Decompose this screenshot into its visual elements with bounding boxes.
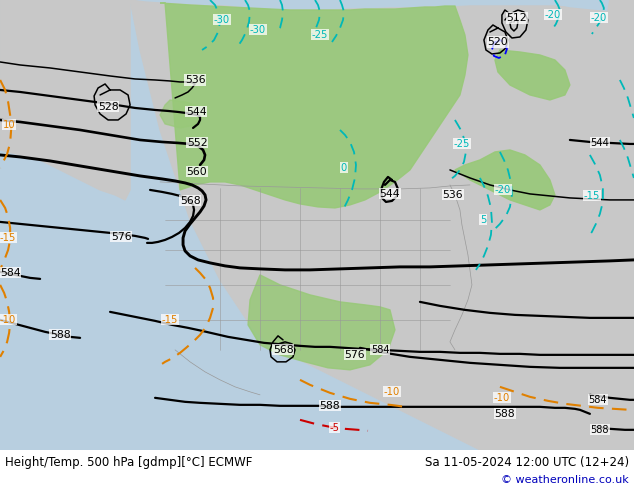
Text: Height/Temp. 500 hPa [gdmp][°C] ECMWF: Height/Temp. 500 hPa [gdmp][°C] ECMWF	[5, 456, 252, 469]
Polygon shape	[160, 100, 200, 128]
Text: 0: 0	[341, 163, 347, 173]
Text: -10: -10	[384, 387, 400, 397]
Text: -20: -20	[591, 13, 607, 23]
Text: © weatheronline.co.uk: © weatheronline.co.uk	[501, 475, 629, 485]
Text: 560: 560	[186, 167, 207, 177]
Polygon shape	[160, 3, 468, 208]
Polygon shape	[0, 0, 130, 200]
Polygon shape	[248, 275, 395, 370]
Text: -5: -5	[330, 423, 340, 433]
Text: 576: 576	[345, 350, 365, 360]
Text: 536: 536	[184, 75, 205, 85]
Text: 10: 10	[3, 120, 15, 130]
Polygon shape	[495, 50, 570, 100]
Text: -30: -30	[214, 15, 230, 25]
Text: 544: 544	[380, 189, 400, 199]
Polygon shape	[130, 0, 634, 450]
Polygon shape	[455, 150, 555, 210]
Text: -15: -15	[584, 191, 600, 201]
Text: 588: 588	[591, 425, 609, 435]
Text: -25: -25	[312, 30, 328, 40]
Text: 588: 588	[320, 401, 340, 411]
Text: -15: -15	[0, 233, 16, 243]
Text: 576: 576	[111, 232, 131, 242]
Text: 5: 5	[480, 215, 486, 225]
Text: 512: 512	[507, 13, 527, 23]
Text: -30: -30	[250, 25, 266, 35]
Text: 584: 584	[588, 395, 607, 405]
Polygon shape	[540, 30, 620, 75]
Text: 536: 536	[443, 190, 463, 200]
Text: -25: -25	[454, 139, 470, 149]
Text: 568: 568	[179, 196, 200, 206]
Text: 568: 568	[273, 345, 294, 355]
Text: 588: 588	[50, 330, 70, 340]
Text: -20: -20	[545, 10, 561, 20]
Text: 520: 520	[488, 37, 508, 47]
Text: -10: -10	[0, 315, 16, 325]
Text: 544: 544	[186, 107, 206, 117]
Text: -20: -20	[495, 185, 511, 195]
Polygon shape	[590, 0, 634, 122]
Text: -10: -10	[494, 393, 510, 403]
Text: 584: 584	[371, 345, 389, 355]
Text: 528: 528	[98, 102, 119, 112]
Text: Sa 11-05-2024 12:00 UTC (12+24): Sa 11-05-2024 12:00 UTC (12+24)	[425, 456, 629, 469]
Text: 584: 584	[0, 268, 20, 278]
Text: 552: 552	[187, 138, 207, 148]
Text: -15: -15	[162, 315, 178, 325]
Text: 588: 588	[495, 409, 515, 419]
Text: 544: 544	[590, 138, 609, 148]
